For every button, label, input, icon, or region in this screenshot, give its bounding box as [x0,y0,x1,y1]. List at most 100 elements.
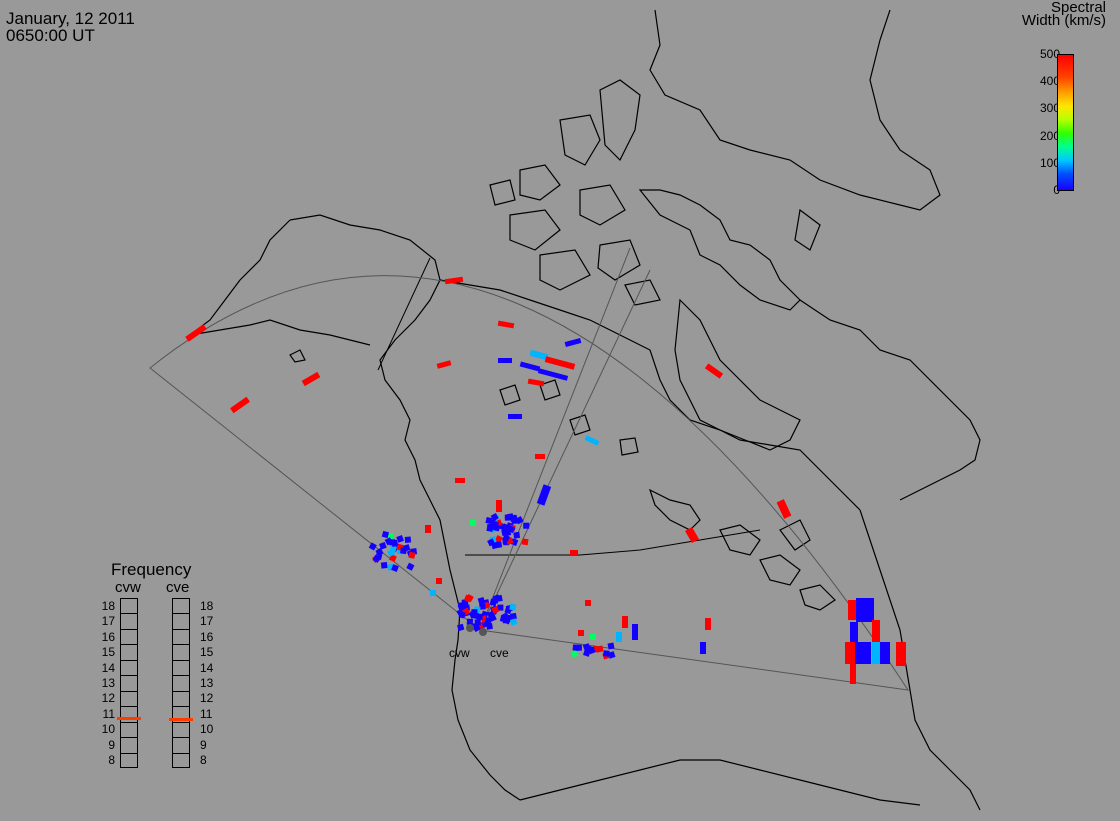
frequency-scale-label: 10 [101,722,115,737]
scatter-cell [458,611,466,619]
frequency-cell [173,707,189,723]
frequency-cell [173,614,189,630]
frequency-cell [173,645,189,661]
scatter-cell [564,338,582,347]
scatter-cell [425,525,431,533]
scatter-cell [572,644,580,651]
site-cvw-marker [466,624,474,632]
scatter-cell [850,622,858,642]
scatter-cell [570,649,579,658]
frequency-scale-label: 9 [200,737,207,752]
scatter-cell [430,590,436,596]
scatter-cell [848,600,856,620]
frequency-scale-label: 18 [200,598,214,613]
scatter-cell [603,650,610,657]
scatter-cell [477,596,486,605]
frequency-scale-label: 8 [200,753,207,768]
scatter-cell [536,484,552,506]
scatter-cell [544,356,576,370]
scatter-cell [485,517,493,525]
frequency-cell [173,676,189,692]
scatter-cell [484,617,493,625]
scatter-cell [509,618,518,626]
frequency-gauge-cvw [117,598,141,768]
scatter-cell [185,324,207,342]
scatter-cell [501,523,510,532]
scatter-cell [487,523,495,531]
scatter-cell [584,435,600,446]
scatter-cell [622,616,628,628]
scatter-cell [896,642,906,666]
scatter-cell [402,544,411,552]
scatter-cell [856,598,874,622]
scatter-cell [444,276,464,285]
frequency-scale-label: 17 [200,614,214,629]
colorbar-title: Spectral [1050,0,1106,16]
backscatter-cells [185,276,906,684]
frequency-cell [173,661,189,677]
scatter-cell [391,564,399,572]
frequency-cell [121,707,137,723]
scatter-cell [494,534,503,544]
scatter-cell [515,516,524,525]
colorbar [1057,54,1074,191]
scatter-cell [529,349,549,361]
frequency-scale-label: 11 [200,706,213,721]
scatter-cell [230,396,250,414]
scatter-cell [685,526,699,544]
scatter-cell [607,651,616,659]
scatter-cell [490,513,499,522]
frequency-scale-label: 16 [101,629,115,644]
scatter-cell [519,361,541,372]
scatter-cell [496,500,502,512]
scatter-cell [387,548,395,557]
frequency-cell [121,661,137,677]
scatter-cell [368,542,377,551]
scatter-cell [497,604,504,611]
frequency-cell [173,692,189,708]
scatter-cell [457,623,465,632]
scatter-cell [585,600,591,606]
scatter-cell [570,550,578,556]
scatter-cell [880,642,890,664]
scatter-cell [472,623,481,633]
colorbar-tick: 0 [1053,184,1060,196]
scatter-cell [855,642,871,664]
scatter-cell [578,630,584,636]
scatter-cell [463,594,472,603]
scatter-cell [379,541,387,550]
scatter-cell [616,632,622,642]
frequency-marker-cvw [117,716,141,720]
frequency-scale-label: 17 [101,614,115,629]
scatter-cell [872,642,882,664]
time-label: 0650:00 UT [6,26,95,45]
scatter-cell [590,634,596,640]
scatter-cell [390,539,399,548]
colorbar-tick: 400 [1039,74,1060,89]
frequency-cell [173,599,189,615]
site-label-cvw: cvw [449,646,470,660]
scatter-cell [523,522,530,529]
date-label: January, 12 2011 [6,9,135,28]
scatter-cell [408,551,416,559]
frequency-cell [121,723,137,739]
frequency-cell [121,599,137,615]
colorbar-tick: 100 [1039,155,1060,170]
scatter-cell [476,613,483,621]
frequency-cell [173,630,189,646]
frequency-cell [173,723,189,739]
scatter-cell [498,358,512,363]
frequency-scale-label: 8 [108,753,115,768]
political-boundaries [377,257,761,556]
site-label-cve: cve [490,646,509,660]
radar-label-cvw: cvw [115,579,141,596]
frequency-cell [121,676,137,692]
colorbar-tick: 300 [1039,101,1060,116]
scatter-cell [471,609,478,616]
frequency-scale-label: 13 [200,676,214,690]
scatter-cell [508,414,522,419]
frequency-scale-label: 10 [200,722,214,737]
scatter-cell [850,664,856,684]
scatter-cell [535,454,545,459]
